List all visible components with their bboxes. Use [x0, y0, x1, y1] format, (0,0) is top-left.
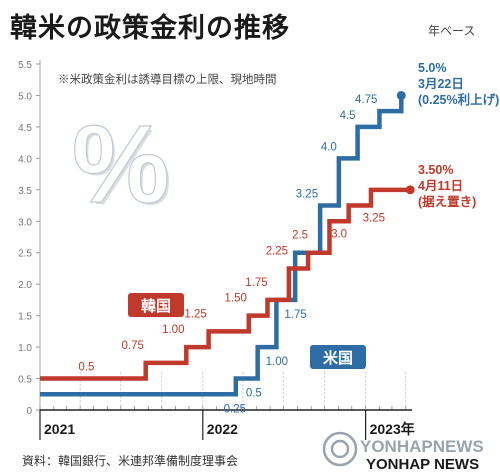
y-tick-label: 4.0	[18, 154, 32, 165]
us-data-label: 4.5	[340, 110, 356, 122]
us-end-annotation: (0.25%利上げ)	[418, 92, 499, 107]
korea-data-label: 2.25	[266, 245, 288, 257]
us-legend-badge	[310, 345, 366, 369]
big-percent-icon: %	[75, 106, 173, 229]
korea-legend-badge	[128, 293, 184, 317]
us-end-dot	[396, 90, 406, 100]
big-percent-icon-front: %	[72, 103, 170, 226]
korea-end-annotation: (据え置き)	[418, 194, 476, 209]
us-legend-label: 米国	[323, 349, 353, 367]
y-tick-label: 2.0	[18, 280, 32, 291]
us-data-label: 0.5	[246, 388, 262, 400]
korea-end-dot	[405, 185, 415, 195]
y-tick-label: 0	[26, 406, 32, 417]
x-year-label: 2021	[44, 421, 75, 437]
y-tick-label: 3.0	[18, 217, 32, 228]
logo-circle-icon	[322, 431, 358, 467]
us-data-label: 0.25	[224, 403, 246, 415]
korea-end-annotation: 4月11日	[418, 179, 463, 193]
korea-data-label: 0.75	[122, 340, 144, 352]
logo-inner-circle-icon	[330, 439, 350, 459]
korea-data-label: 1.00	[162, 324, 184, 336]
korea-legend-label: 韓国	[141, 297, 171, 315]
y-tick-label: 1.5	[18, 312, 32, 323]
logo-main-text: YONHAPNEWS	[360, 437, 484, 456]
y-tick-label: 4.5	[18, 123, 32, 134]
x-year-label: 2023年	[370, 421, 415, 437]
y-tick-label: 5.5	[18, 60, 32, 71]
us-data-label: 4.0	[321, 141, 337, 153]
us-data-label: 3.25	[296, 189, 318, 201]
us-data-label: 4.75	[355, 94, 377, 106]
us-end-annotation: 3月22日	[418, 77, 464, 91]
unit-label: 年ベース	[428, 24, 476, 38]
y-tick-label: 5.0	[18, 91, 32, 102]
y-tick-label: 1.0	[18, 343, 32, 354]
us-end-annotation: 5.0%	[418, 61, 447, 75]
korea-data-label: 2.5	[292, 230, 308, 242]
korea-data-label: 1.75	[245, 277, 267, 289]
y-tick-label: 0.5	[18, 375, 32, 386]
korea-data-label: 1.50	[225, 293, 247, 305]
chart-note: ※米政策金利は誘導目標の上限、現地時間	[58, 72, 277, 86]
y-tick-label: 3.5	[18, 186, 32, 197]
logo-sub-text: YONHAP NEWS	[366, 456, 479, 473]
us-data-label: 1.00	[266, 356, 288, 368]
footer	[0, 446, 500, 476]
us-data-label: 1.75	[284, 309, 306, 321]
korea-data-label: 3.25	[363, 213, 385, 225]
korea-data-label: 0.5	[78, 362, 94, 374]
korea-end-annotation: 3.50%	[418, 163, 453, 177]
korea-data-label: 1.25	[184, 308, 206, 320]
x-year-label: 2022	[207, 421, 238, 437]
y-tick-label: 2.5	[18, 249, 32, 260]
yonhap-logo: YONHAPNEWS YONHAP NEWS	[322, 431, 484, 473]
korea-step-line	[40, 187, 411, 381]
source-text: 資料：韓国銀行、米連邦準備制度理事会	[22, 454, 239, 468]
chart-title: 韓米の政策金利の推移	[10, 13, 290, 44]
korea-data-label: 3.0	[331, 228, 347, 240]
